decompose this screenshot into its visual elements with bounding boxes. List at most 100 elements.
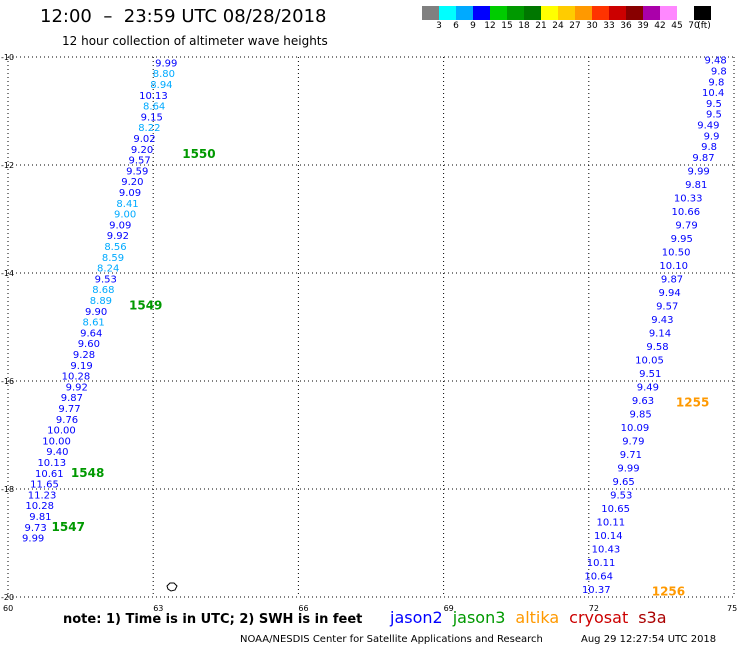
wave-height-value: 9.9 xyxy=(704,131,720,142)
color-swatch xyxy=(643,6,660,20)
color-scale-tick: 21 xyxy=(535,21,547,31)
axis-labels: -10 -12 -14 -16 -18 -20 60 63 66 69 72 75 xyxy=(1,53,737,613)
satellite-legend-s3a: s3a xyxy=(638,608,667,627)
wave-height-value: 8.68 xyxy=(92,285,114,296)
wave-height-value: 9.53 xyxy=(610,490,632,501)
color-swatch xyxy=(541,6,558,20)
wave-height-value: 9.79 xyxy=(622,436,644,447)
wave-height-value: 9.77 xyxy=(58,404,80,415)
wave-height-value: 9.87 xyxy=(692,153,714,164)
wave-height-value: 9.8 xyxy=(708,77,724,88)
wave-height-value: 10.64 xyxy=(584,571,613,582)
altimeter-tracks: 9.998.808.9410.138.649.158.229.029.209.5… xyxy=(22,56,727,596)
wave-height-value: 11.65 xyxy=(30,480,59,491)
wave-height-value: 9.8 xyxy=(711,67,727,78)
color-swatch xyxy=(439,6,456,20)
wave-height-value: 9.8 xyxy=(701,142,717,153)
color-swatch xyxy=(626,6,643,20)
color-scale-tick: 30 xyxy=(586,21,598,31)
latitude-tick-label: -14 xyxy=(1,269,14,278)
pass-number-label: 1256 xyxy=(652,585,685,599)
wave-height-value: 9.57 xyxy=(656,301,678,312)
wave-height-value: 9.09 xyxy=(119,188,141,199)
latitude-tick-label: -12 xyxy=(1,161,14,170)
wave-height-value: 9.19 xyxy=(70,361,92,372)
wave-height-value: 10.11 xyxy=(587,558,616,569)
wave-height-value: 9.92 xyxy=(107,231,129,242)
wave-height-value: 9.85 xyxy=(629,409,651,420)
wave-height-value: 9.63 xyxy=(632,396,654,407)
color-scale-tick: 24 xyxy=(552,21,564,31)
wave-height-value: 8.56 xyxy=(104,242,126,253)
wave-height-value: 8.89 xyxy=(90,296,112,307)
latitude-tick-label: -20 xyxy=(1,593,14,602)
wave-height-value: 9.09 xyxy=(109,220,131,231)
wave-height-value: 9.00 xyxy=(114,210,136,221)
wave-height-value: 10.65 xyxy=(601,504,630,515)
wave-height-value: 10.10 xyxy=(659,261,688,272)
wave-height-value: 9.81 xyxy=(685,180,707,191)
wave-height-value: 10.43 xyxy=(592,544,621,555)
track-right: 9.489.89.810.49.59.59.499.99.89.879.999.… xyxy=(582,56,727,596)
color-swatch xyxy=(507,6,524,20)
color-scale-tick: 39 xyxy=(637,21,649,31)
wave-height-value: 10.33 xyxy=(674,193,703,204)
longitude-tick-label: 63 xyxy=(153,604,163,613)
wave-height-value: 9.64 xyxy=(80,328,102,339)
wave-height-value: 9.73 xyxy=(24,523,46,534)
longitude-tick-label: 60 xyxy=(3,604,13,613)
wave-height-value: 10.61 xyxy=(35,469,64,480)
wave-height-value: 9.15 xyxy=(141,112,163,123)
longitude-tick-label: 75 xyxy=(727,604,737,613)
color-swatch xyxy=(456,6,473,20)
wave-height-value: 9.59 xyxy=(126,166,148,177)
wave-height-value: 9.5 xyxy=(706,110,722,121)
wave-height-value: 9.14 xyxy=(649,328,671,339)
color-scale-tick: 12 xyxy=(484,21,496,31)
pass-number-label: 1549 xyxy=(129,298,162,312)
wave-height-value: 9.49 xyxy=(697,121,719,132)
wave-height-value: 8.24 xyxy=(97,264,119,275)
wave-height-value: 9.40 xyxy=(46,447,68,458)
wave-height-value: 10.4 xyxy=(702,88,724,99)
wave-height-value: 10.28 xyxy=(62,372,91,383)
wave-height-value: 8.22 xyxy=(138,123,160,134)
color-scale-tick: 42 xyxy=(654,21,666,31)
color-swatch xyxy=(660,6,677,20)
wave-height-value: 9.76 xyxy=(56,415,78,426)
wave-height-value: 9.99 xyxy=(22,534,44,545)
island-outline xyxy=(166,582,178,592)
color-swatch xyxy=(490,6,507,20)
longitude-tick-label: 72 xyxy=(589,604,599,613)
color-swatch xyxy=(677,6,694,20)
footer-timestamp: Aug 29 12:27:54 UTC 2018 xyxy=(581,634,717,645)
wave-height-value: 9.71 xyxy=(620,450,642,461)
wave-height-value: 9.95 xyxy=(671,234,693,245)
color-scale-tick: 36 xyxy=(620,21,632,31)
wave-height-value: 9.79 xyxy=(675,220,697,231)
color-scale-tick: 33 xyxy=(603,21,615,31)
wave-height-value: 9.94 xyxy=(658,288,680,299)
latitude-tick-label: -16 xyxy=(1,377,14,386)
wave-height-value: 9.81 xyxy=(29,512,51,523)
color-swatch xyxy=(592,6,609,20)
satellite-legend-jason3: jason3 xyxy=(452,608,506,627)
wave-height-value: 9.60 xyxy=(78,339,100,350)
wave-height-value: 8.80 xyxy=(153,69,175,80)
pass-number-label: 1547 xyxy=(52,520,85,534)
pass-number-label: 1550 xyxy=(182,147,215,161)
wave-height-value: 11.23 xyxy=(28,490,57,501)
wave-height-value: 9.48 xyxy=(704,56,726,67)
color-scale-tick: 6 xyxy=(453,21,459,31)
wave-height-value: 10.28 xyxy=(25,501,54,512)
satellite-legend-altika: altika xyxy=(515,608,560,627)
color-scale-tick: 9 xyxy=(470,21,476,31)
wave-height-value: 9.99 xyxy=(617,463,639,474)
wave-height-value: 10.00 xyxy=(42,436,71,447)
track-left: 9.998.808.9410.138.649.158.229.029.209.5… xyxy=(22,58,177,544)
satellite-legend-jason2: jason2 xyxy=(390,608,443,627)
color-scale-tick: 27 xyxy=(569,21,581,31)
wave-height-value: 10.50 xyxy=(662,247,691,258)
color-swatch xyxy=(575,6,592,20)
